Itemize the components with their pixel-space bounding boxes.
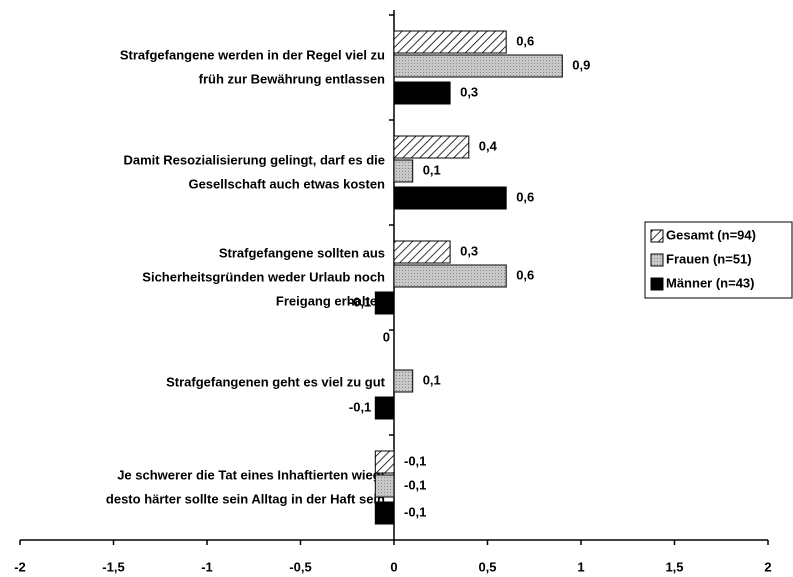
- bar: [374, 396, 395, 420]
- bar: [393, 240, 451, 264]
- bar: [393, 264, 507, 288]
- legend-label: Gesamt (n=94): [666, 227, 756, 242]
- value-label: 0,6: [516, 33, 534, 48]
- x-tick-label: -2: [14, 559, 26, 574]
- category-label: Je schwerer die Tat eines Inhaftierten w…: [117, 467, 385, 482]
- category-label: Freigang erhalten: [276, 293, 385, 308]
- value-label: -0,1: [404, 504, 426, 519]
- category-label: früh zur Bewährung entlassen: [199, 71, 385, 86]
- x-tick-label: -1,5: [102, 559, 124, 574]
- value-label: 0,6: [516, 267, 534, 282]
- x-tick-label: -1: [201, 559, 213, 574]
- value-label: 0,4: [479, 138, 498, 153]
- value-label: -0,1: [349, 294, 371, 309]
- x-tick-label: 0: [390, 559, 397, 574]
- value-label: 0,1: [423, 372, 441, 387]
- legend-swatch: [650, 229, 664, 243]
- legend-label: Frauen (n=51): [666, 251, 752, 266]
- category-label: Strafgefangene werden in der Regel viel …: [120, 47, 385, 62]
- bar: [393, 54, 563, 78]
- value-label: 0,3: [460, 243, 478, 258]
- value-label: -0,1: [349, 399, 371, 414]
- bar: [393, 135, 470, 159]
- legend-label: Männer (n=43): [666, 275, 755, 290]
- bar: [393, 159, 414, 183]
- value-label: 0: [383, 329, 390, 344]
- category-label: Sicherheitsgründen weder Urlaub noch: [142, 269, 385, 284]
- bar: [374, 501, 395, 525]
- category-label: Gesellschaft auch etwas kosten: [188, 176, 385, 191]
- bar: [374, 474, 395, 498]
- value-label: 0,6: [516, 189, 534, 204]
- value-label: 0,9: [572, 57, 590, 72]
- legend-box: [644, 221, 793, 299]
- category-label: desto härter sollte sein Alltag in der H…: [106, 491, 385, 506]
- bar: [393, 81, 451, 105]
- x-tick-label: -0,5: [289, 559, 311, 574]
- category-label: Strafgefangene sollten aus: [219, 245, 385, 260]
- x-tick-label: 2: [764, 559, 771, 574]
- bar: [393, 186, 507, 210]
- category-label: Damit Resozialisierung gelingt, darf es …: [123, 152, 385, 167]
- bar: [374, 291, 395, 315]
- x-tick-label: 1: [577, 559, 584, 574]
- value-label: -0,1: [404, 453, 426, 468]
- legend-swatch: [650, 277, 664, 291]
- bar: [393, 369, 414, 393]
- bar: [374, 450, 395, 474]
- value-label: 0,3: [460, 84, 478, 99]
- value-label: 0,1: [423, 162, 441, 177]
- category-label: Strafgefangenen geht es viel zu gut: [166, 374, 386, 389]
- x-tick-label: 0,5: [478, 559, 496, 574]
- value-label: -0,1: [404, 477, 426, 492]
- x-tick-label: 1,5: [665, 559, 683, 574]
- legend-swatch: [650, 253, 664, 267]
- bar: [393, 30, 507, 54]
